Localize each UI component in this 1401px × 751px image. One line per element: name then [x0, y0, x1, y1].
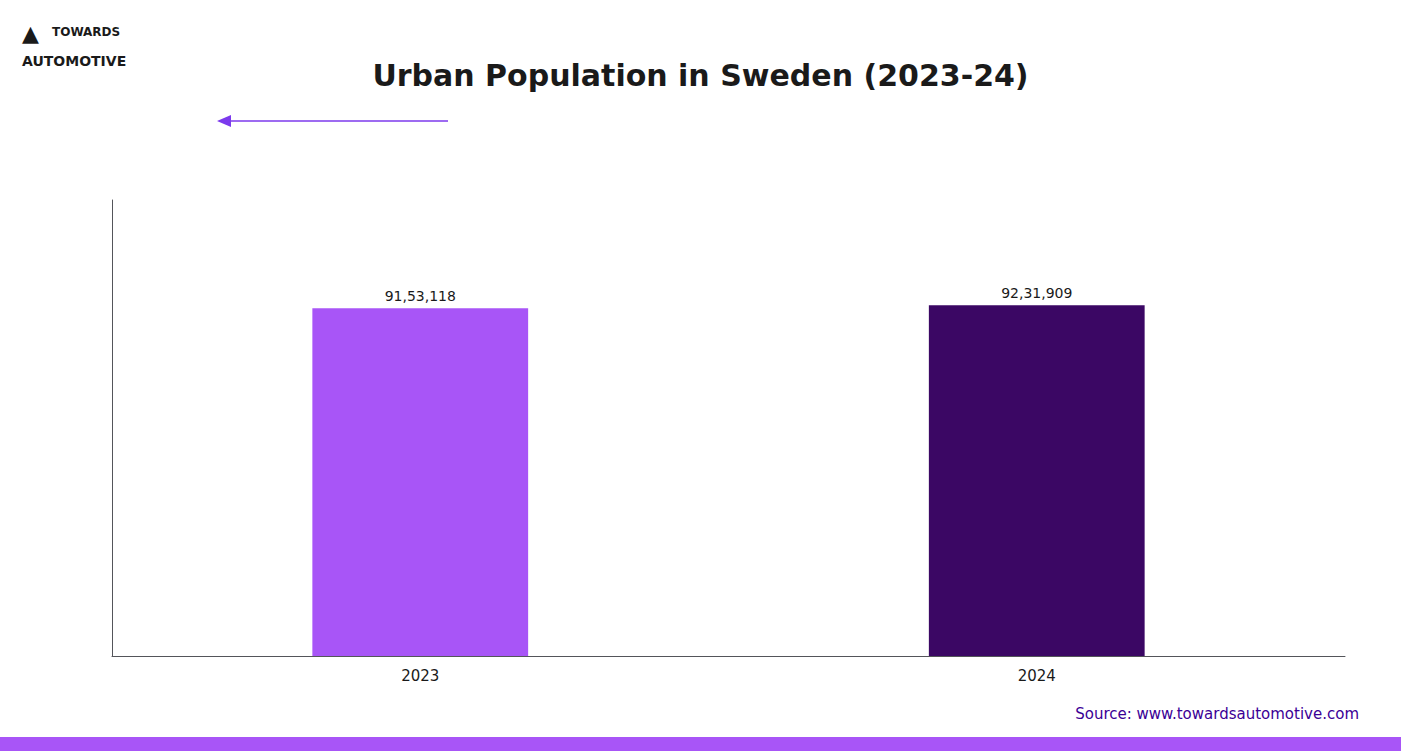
svg-text:AUTOMOTIVE: AUTOMOTIVE — [22, 53, 126, 69]
svg-text:92,31,909: 92,31,909 — [1001, 285, 1072, 301]
svg-text:2023: 2023 — [401, 667, 439, 685]
svg-text:Urban Population in Sweden (20: Urban Population in Sweden (2023-24) — [372, 58, 1028, 93]
svg-text:2024: 2024 — [1018, 667, 1056, 685]
svg-text:Source: www.towardsautomotive.: Source: www.towardsautomotive.com — [1075, 705, 1359, 723]
svg-text:▲: ▲ — [22, 21, 39, 46]
svg-text:91,53,118: 91,53,118 — [385, 288, 456, 304]
svg-text:TOWARDS: TOWARDS — [52, 25, 120, 39]
